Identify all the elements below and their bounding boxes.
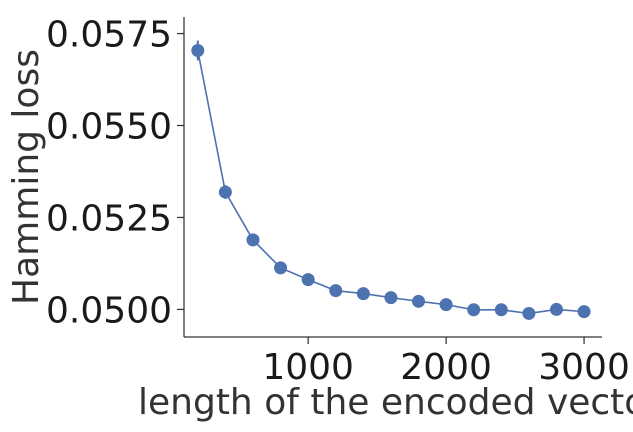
data-point <box>384 291 398 305</box>
series-line <box>197 50 585 315</box>
data-point <box>301 273 315 287</box>
data-point <box>191 43 205 57</box>
y-tick-label: 0.0525 <box>46 198 172 239</box>
data-point <box>412 294 426 308</box>
data-point <box>522 306 536 320</box>
x-axis-label: length of the encoded vecto <box>138 382 633 423</box>
y-tick-label: 0.0575 <box>46 15 172 56</box>
x-ticks: 1000 2000 3000 <box>262 337 630 388</box>
y-tick-label: 0.0550 <box>46 107 172 148</box>
x-tick-label: 3000 <box>538 347 630 388</box>
data-point <box>356 287 370 301</box>
y-ticks: 0.0500 0.0525 0.0550 0.0575 <box>46 15 184 331</box>
data-point <box>274 261 288 275</box>
x-tick-label: 1000 <box>262 347 354 388</box>
data-point <box>218 185 232 199</box>
data-point <box>439 298 453 312</box>
y-axis-label: Hamming loss <box>6 49 47 305</box>
data-point <box>246 233 260 247</box>
data-point <box>494 303 508 317</box>
y-tick-label: 0.0500 <box>46 290 172 331</box>
data-point <box>549 302 563 316</box>
data-point <box>329 284 343 298</box>
data-point <box>577 305 591 319</box>
plot-area <box>191 40 591 320</box>
x-tick-label: 2000 <box>400 347 492 388</box>
data-point <box>467 303 481 317</box>
